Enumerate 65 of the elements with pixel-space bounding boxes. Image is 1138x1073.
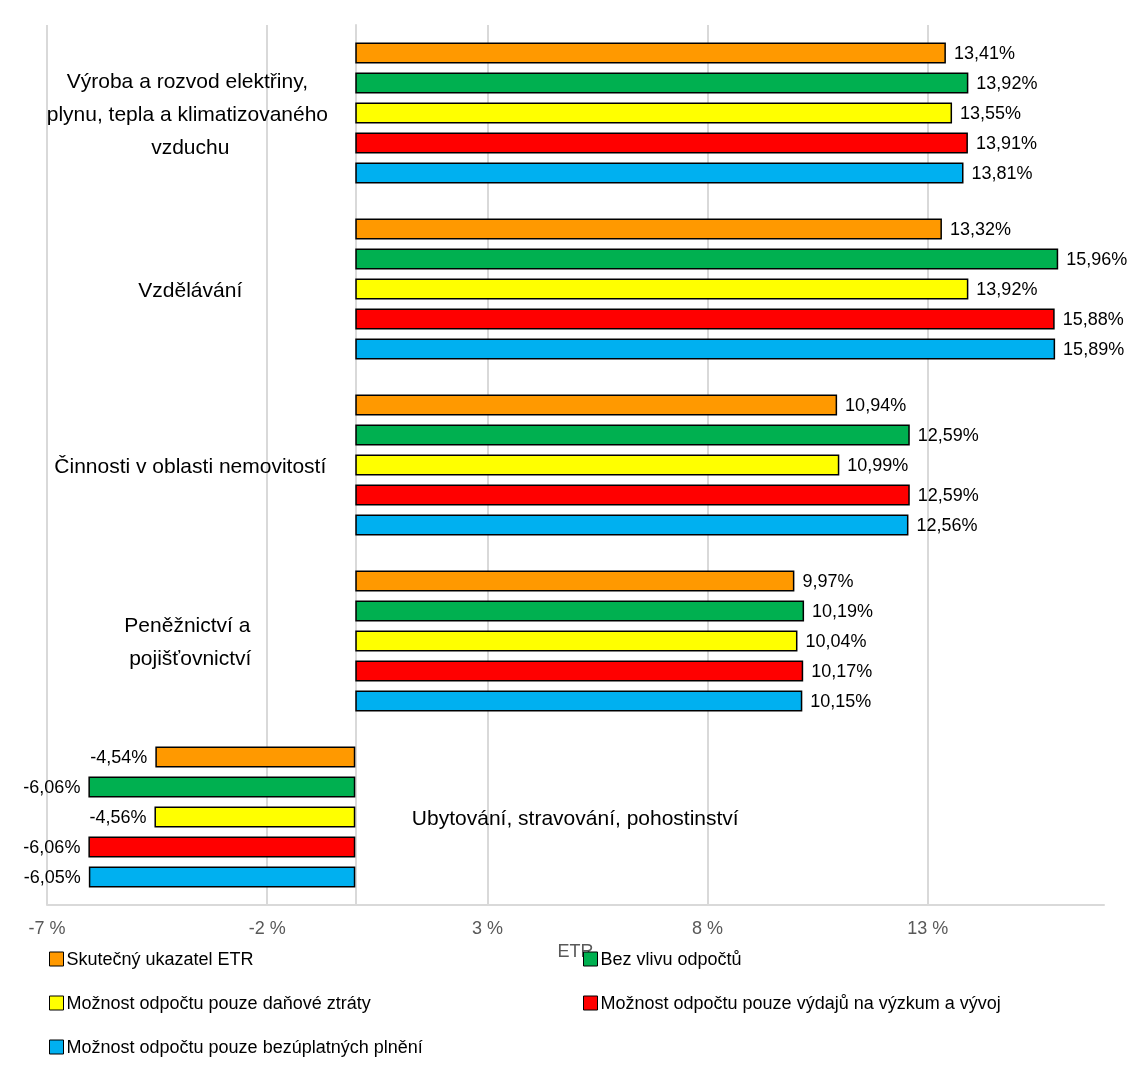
data-label: 9,97% <box>802 570 854 591</box>
data-label: -6,06% <box>23 776 81 797</box>
data-label: 12,59% <box>917 485 979 506</box>
bar <box>355 394 838 416</box>
bar <box>355 248 1059 270</box>
bar <box>355 660 804 682</box>
data-label: 12,56% <box>916 515 978 536</box>
data-label: -4,54% <box>90 746 148 767</box>
data-label: 13,92% <box>976 72 1038 93</box>
legend-label: Možnost odpočtu pouze výdajů na výzkum a vývoj <box>600 993 1001 1013</box>
data-label: 13,91% <box>975 133 1037 154</box>
bar <box>355 338 1056 360</box>
bar <box>154 806 356 828</box>
data-label: 13,92% <box>976 279 1038 299</box>
legend-label: Možnost odpočtu pouze daňové ztráty <box>66 993 371 1013</box>
bar <box>355 424 910 446</box>
y-tick-label: Výroba a rozvod elektřiny, plynu, tepla a klimatizovaného vzduchu <box>46 68 334 158</box>
y-tick-label: Peněžnictví a pojišťovnictví <box>124 613 257 669</box>
data-label: 10,15% <box>810 691 872 712</box>
y-tick-label: Činnosti v oblasti nemovitostí <box>54 453 327 477</box>
bar <box>355 102 953 124</box>
data-label: 10,04% <box>805 631 867 651</box>
data-label: -4,56% <box>89 807 147 827</box>
bar <box>355 72 969 94</box>
y-tick-label: Vzdělávání <box>138 277 243 301</box>
data-label: 10,99% <box>847 455 909 475</box>
bar <box>355 570 795 592</box>
bar <box>88 776 356 798</box>
bar <box>155 746 356 768</box>
data-label: 10,19% <box>812 600 874 621</box>
data-label: 15,89% <box>1063 339 1125 360</box>
bar <box>355 600 805 622</box>
x-tick-label: 8 % <box>692 918 724 938</box>
data-label: 13,81% <box>971 163 1033 184</box>
x-tick-label: 3 % <box>471 918 503 938</box>
x-tick-label: -7 % <box>28 918 66 938</box>
bar <box>355 132 968 154</box>
data-label: 15,96% <box>1066 248 1128 269</box>
data-label: -6,05% <box>23 867 81 888</box>
y-tick-label: Ubytování, stravování, pohostinství <box>411 805 739 829</box>
data-label: 10,17% <box>811 661 873 682</box>
bar <box>355 690 803 712</box>
bar <box>355 308 1055 330</box>
data-label: 12,59% <box>917 424 979 445</box>
data-label: 13,55% <box>960 103 1022 123</box>
data-label: 13,32% <box>949 218 1011 239</box>
bar <box>355 218 942 240</box>
bar <box>355 42 946 64</box>
data-label: 13,41% <box>953 42 1015 63</box>
bar <box>355 454 840 476</box>
data-label: -6,06% <box>23 837 81 858</box>
x-tick-label: 13 % <box>907 918 949 938</box>
bar <box>355 162 964 184</box>
bar <box>88 836 356 858</box>
data-label: 15,88% <box>1062 309 1124 330</box>
data-label: 10,94% <box>845 394 907 415</box>
x-tick-label: -2 % <box>248 918 286 938</box>
bar <box>355 514 909 536</box>
legend-label: Skutečný ukazatel ETR <box>66 949 254 969</box>
bar <box>355 484 910 506</box>
legend-label: Bez vlivu odpočtů <box>600 949 742 969</box>
legend-label: Možnost odpočtu pouze bezúplatných plnění <box>66 1037 423 1057</box>
bar <box>355 278 969 300</box>
bar <box>88 866 356 888</box>
bar <box>355 630 798 652</box>
